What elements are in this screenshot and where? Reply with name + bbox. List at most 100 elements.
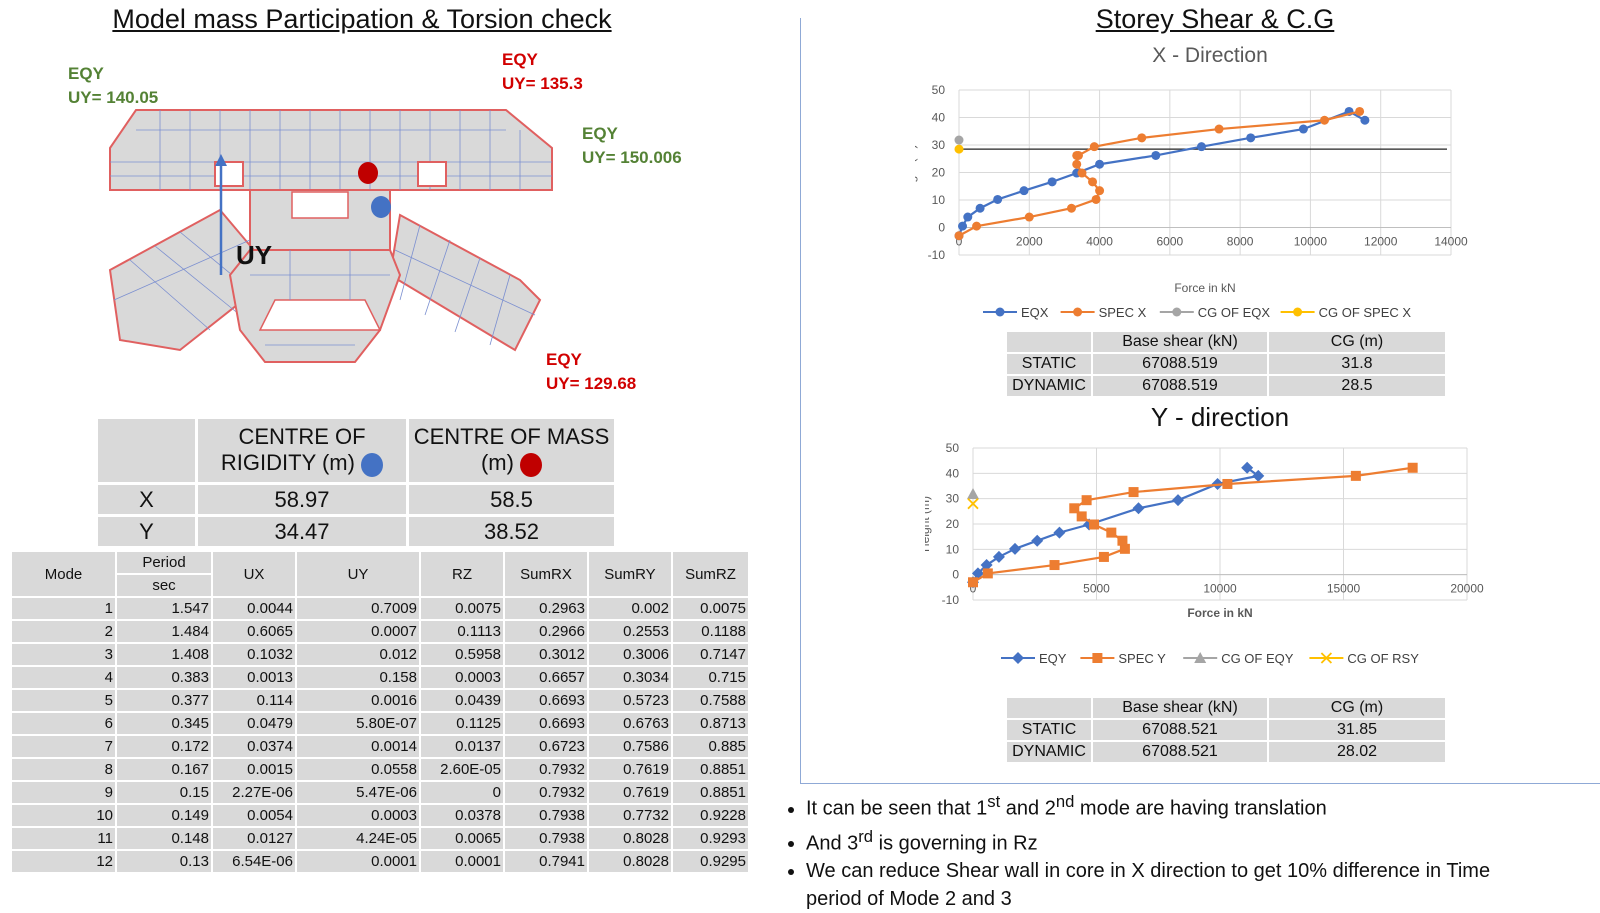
series-point-spec-y bbox=[982, 568, 993, 579]
series-point-eqy bbox=[1241, 461, 1254, 474]
chart-y-tick-label: 10 bbox=[946, 542, 960, 556]
series-line-spec-y bbox=[972, 466, 1413, 584]
modal-cell: 4 bbox=[10, 665, 117, 690]
series-point-spec-x bbox=[1214, 124, 1224, 134]
modal-cell: 8 bbox=[10, 757, 117, 782]
modal-cell: 0.3006 bbox=[587, 642, 673, 667]
series-point-eqx bbox=[1298, 124, 1308, 134]
legend-swatch-marker bbox=[1172, 307, 1182, 317]
modal-cell: 0.0003 bbox=[295, 803, 421, 828]
modal-header-sec: sec bbox=[115, 573, 213, 598]
chart-y-tick-label: 40 bbox=[946, 466, 960, 480]
left-title: Model mass Participation & Torsion check bbox=[112, 4, 612, 34]
series-point-spec-x bbox=[1077, 168, 1087, 178]
obs1-sup2: nd bbox=[1055, 792, 1075, 811]
centre-row-cm: 38.52 bbox=[406, 514, 617, 549]
modal-cell: 0.0003 bbox=[419, 665, 505, 690]
obs1-pre: It can be seen that 1 bbox=[806, 797, 988, 820]
modal-cell: 0.0558 bbox=[295, 757, 421, 782]
modal-cell: 0.0016 bbox=[295, 688, 421, 713]
observation-1: It can be seen that 1st and 2nd mode are… bbox=[806, 788, 1546, 823]
eqy-label-line2: UY= 129.68 bbox=[546, 374, 637, 393]
centre-table: CENTRE OF RIGIDITY (m) CENTRE OF MASS (m… bbox=[95, 416, 617, 549]
chart-y-tick-label: 50 bbox=[932, 83, 946, 97]
series-point-eqy bbox=[992, 550, 1005, 563]
bs-y-row-cg: 31.85 bbox=[1267, 718, 1447, 742]
chart-x-tick-label: 12000 bbox=[1364, 235, 1398, 249]
obs2-post: is governing in Rz bbox=[873, 832, 1038, 855]
chart-x-tick-label: 14000 bbox=[1434, 235, 1468, 249]
series-point-spec-y bbox=[1350, 470, 1361, 481]
chart-x-axis-title: Force in kN bbox=[1187, 606, 1252, 620]
modal-cell: 0.7732 bbox=[587, 803, 673, 828]
series-point-spec-y bbox=[1117, 535, 1128, 546]
plan-left-wing bbox=[108, 208, 277, 352]
chart-y-tick-label: 10 bbox=[932, 193, 946, 207]
chart-y-tick-label: -10 bbox=[942, 593, 960, 607]
series-point-eqy bbox=[971, 567, 984, 580]
legend-swatch-marker-stroke bbox=[1320, 652, 1333, 664]
modal-cell: 0.8028 bbox=[587, 826, 673, 851]
bs-x-row-cg: 31.8 bbox=[1267, 352, 1447, 376]
modal-cell: 0.3012 bbox=[503, 642, 589, 667]
cm-header-line2-wrap: (m) bbox=[409, 450, 614, 477]
series-point-spec-x bbox=[1066, 203, 1076, 213]
centre-of-rigidity-marker bbox=[371, 196, 391, 218]
series-point-cg-of-rsy bbox=[967, 498, 979, 510]
modal-cell: 0.1032 bbox=[211, 642, 297, 667]
modal-cell: 0.9295 bbox=[671, 849, 750, 874]
series-point-eqy bbox=[980, 559, 993, 572]
modal-cell: 0.7009 bbox=[295, 596, 421, 621]
modal-table-row: 1 1.547 0.0044 0.7009 0.0075 0.2963 0.002 0.007… bbox=[10, 596, 750, 621]
series-point-eqx bbox=[1019, 186, 1029, 196]
series-point-spec-x bbox=[972, 221, 982, 231]
bs-y-head-2: CG (m) bbox=[1267, 696, 1447, 720]
series-point-eqx bbox=[1151, 150, 1161, 160]
series-point-spec-x bbox=[1137, 133, 1147, 143]
modal-cell: 4.24E-05 bbox=[295, 826, 421, 851]
series-point-spec-y bbox=[1049, 560, 1060, 571]
modal-cell: 0.13 bbox=[115, 849, 213, 874]
modal-table-row: 3 1.408 0.1032 0.012 0.5958 0.3012 0.3006 0.714… bbox=[10, 642, 750, 667]
chart-y-title: Y - direction bbox=[1150, 402, 1290, 432]
legend-swatch-marker bbox=[1293, 307, 1303, 317]
modal-table-row: 11 0.148 0.0127 4.24E-05 0.0065 0.7938 0.8028 0… bbox=[10, 826, 750, 851]
modal-cell: 0.0001 bbox=[419, 849, 505, 874]
modal-cell: 0.012 bbox=[295, 642, 421, 667]
bs-x-row-shear: 67088.519 bbox=[1091, 352, 1269, 376]
modal-cell: 0.158 bbox=[295, 665, 421, 690]
modal-cell: 6 bbox=[10, 711, 117, 736]
chart-y-tick-label: 0 bbox=[952, 568, 959, 582]
modal-cell: 0.0439 bbox=[419, 688, 505, 713]
series-point-spec-y bbox=[1076, 511, 1087, 522]
building-plan bbox=[108, 109, 553, 363]
series-point-eqx bbox=[958, 221, 968, 231]
chart-y-axis-title: Height (m) bbox=[915, 144, 918, 200]
modal-cell: 0.6065 bbox=[211, 619, 297, 644]
series-point-eqx bbox=[1047, 177, 1057, 187]
eqy-label-line1: EQY bbox=[546, 350, 582, 369]
series-line-spec-x bbox=[958, 110, 1360, 237]
series-point-eqx bbox=[975, 203, 985, 213]
modal-cell: 0.7619 bbox=[587, 780, 673, 805]
modal-cell: 0.6693 bbox=[503, 688, 589, 713]
modal-cell: 0.0075 bbox=[671, 596, 750, 621]
legend-entry-label: EQX bbox=[1021, 305, 1049, 320]
modal-cell: 0.167 bbox=[115, 757, 213, 782]
centre-row-axis: X bbox=[95, 482, 198, 517]
modal-cell: 0.0137 bbox=[419, 734, 505, 759]
series-point-spec-y bbox=[1106, 527, 1117, 538]
series-point-spec-x bbox=[1091, 194, 1101, 204]
series-point-spec-x bbox=[954, 231, 964, 241]
legend-swatch-marker bbox=[1194, 652, 1207, 663]
obs1-mid: and 2 bbox=[1000, 797, 1056, 820]
eqy-label-line1: EQY bbox=[582, 124, 618, 143]
modal-cell: 10 bbox=[10, 803, 117, 828]
modal-cell: 0.383 bbox=[115, 665, 213, 690]
cr-header-line2-wrap: RIGIDITY (m) bbox=[198, 450, 406, 477]
modal-cell: 0.7588 bbox=[671, 688, 750, 713]
modal-cell: 0.2553 bbox=[587, 619, 673, 644]
modal-cell: 1.547 bbox=[115, 596, 213, 621]
centre-table-corner bbox=[95, 416, 198, 485]
modal-cell: 0.0044 bbox=[211, 596, 297, 621]
